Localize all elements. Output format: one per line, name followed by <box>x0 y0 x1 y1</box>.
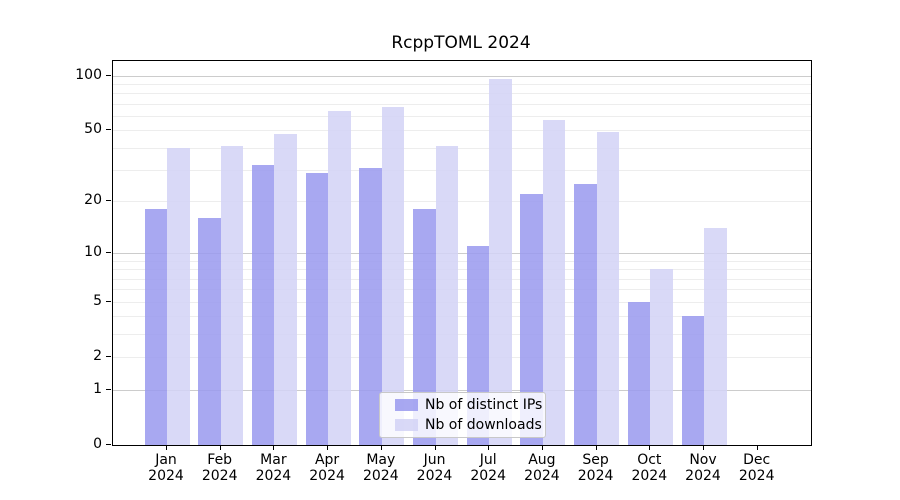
bar-nb-of-downloads-apr <box>328 111 351 445</box>
gridline-minor-4 <box>113 316 811 318</box>
gridline-minor-7 <box>113 278 811 280</box>
bar-nb-of-distinct-ips-sep <box>574 184 597 445</box>
y-tick-label-100: 100 <box>75 66 102 83</box>
x-tick-jan <box>166 445 167 450</box>
x-tick-apr <box>327 445 329 450</box>
chart-title: RcppTOML 2024 <box>391 33 531 53</box>
x-tick-nov <box>703 445 704 450</box>
bar-nb-of-downloads-mar <box>274 133 297 445</box>
y-tick-label-50: 50 <box>84 121 102 138</box>
legend-label-downloads: Nb of downloads <box>425 416 542 433</box>
y-tick-2 <box>106 356 111 358</box>
y-tick-5 <box>106 300 111 302</box>
gridline-minor-20 <box>113 201 811 203</box>
x-tick-label-jun: Jun 2024 <box>416 452 453 484</box>
y-tick-label-5: 5 <box>93 292 102 309</box>
x-tick-oct <box>649 445 651 450</box>
gridline-minor-70 <box>113 103 811 105</box>
y-tick-label-1: 1 <box>93 380 102 397</box>
x-tick-label-jul: Jul 2024 <box>470 452 506 484</box>
x-tick-label-apr: Apr 2024 <box>309 452 345 484</box>
x-tick-label-may: May 2024 <box>362 452 399 484</box>
legend-swatch-distinct-ips <box>395 399 418 411</box>
x-tick-sep <box>595 445 597 450</box>
bar-nb-of-distinct-ips-jan <box>144 209 167 445</box>
y-tick-label-2: 2 <box>93 348 102 365</box>
x-tick-jul <box>488 445 490 450</box>
x-tick-aug <box>541 445 543 450</box>
x-tick-mar <box>273 445 275 450</box>
y-tick-label-10: 10 <box>84 244 102 261</box>
x-tick-label-jan: Jan 2024 <box>148 452 184 484</box>
x-tick-label-feb: Feb 2024 <box>201 452 238 484</box>
gridline-major-100 <box>113 75 811 77</box>
gridline-minor-2 <box>113 357 811 359</box>
legend-row-downloads: Nb of downloads <box>395 416 542 434</box>
x-tick-jun <box>434 445 436 450</box>
bar-nb-of-downloads-nov <box>704 228 727 445</box>
gridline-minor-5 <box>113 301 811 303</box>
gridline-major-1 <box>113 389 811 391</box>
gridline-minor-80 <box>113 93 811 95</box>
bar-nb-of-distinct-ips-jun <box>413 209 436 445</box>
y-tick-0 <box>106 444 111 445</box>
y-tick-label-0: 0 <box>93 436 102 452</box>
x-tick-label-dec: Dec 2024 <box>738 452 775 484</box>
bar-nb-of-distinct-ips-aug <box>520 194 543 445</box>
bar-nb-of-downloads-jul <box>489 79 512 445</box>
x-tick-label-sep: Sep 2024 <box>577 452 614 484</box>
legend-swatch-downloads <box>395 419 418 431</box>
bar-nb-of-distinct-ips-apr <box>305 172 329 445</box>
bar-nb-of-downloads-oct <box>650 269 673 445</box>
bar-nb-of-distinct-ips-mar <box>251 165 275 445</box>
bar-nb-of-distinct-ips-nov <box>681 316 704 445</box>
bar-nb-of-downloads-may <box>381 107 405 445</box>
bar-nb-of-downloads-sep <box>596 132 620 445</box>
gridline-minor-50 <box>113 130 811 132</box>
x-tick-may <box>380 445 382 450</box>
y-tick-1 <box>106 388 111 390</box>
x-tick-label-nov: Nov 2024 <box>685 452 721 484</box>
bar-nb-of-downloads-aug <box>542 120 566 445</box>
bar-nb-of-distinct-ips-may <box>359 167 382 445</box>
gridline-minor-60 <box>113 116 811 118</box>
gridline-minor-3 <box>113 334 811 336</box>
x-tick-label-oct: Oct 2024 <box>631 452 668 484</box>
y-tick-label-20: 20 <box>84 192 102 209</box>
gridline-minor-8 <box>113 269 811 271</box>
bar-nb-of-distinct-ips-oct <box>627 301 651 445</box>
bar-nb-of-downloads-jun <box>435 145 458 445</box>
gridline-minor-40 <box>113 147 811 149</box>
y-tick-100 <box>106 74 111 76</box>
legend-label-distinct-ips: Nb of distinct IPs <box>425 396 543 413</box>
gridline-major-10 <box>113 253 811 255</box>
legend-row-distinct-ips: Nb of distinct IPs <box>395 396 543 414</box>
gridline-minor-6 <box>113 289 811 291</box>
gridline-minor-9 <box>113 260 811 262</box>
gridline-minor-90 <box>113 84 811 86</box>
plot-area: Nb of distinct IPs Nb of downloads <box>112 60 812 446</box>
bar-nb-of-downloads-jan <box>167 147 190 445</box>
x-tick-feb <box>219 445 221 450</box>
y-tick-10 <box>106 252 111 254</box>
bar-nb-of-distinct-ips-feb <box>198 218 221 445</box>
bar-nb-of-downloads-feb <box>220 145 244 445</box>
x-tick-label-mar: Mar 2024 <box>255 452 292 484</box>
y-tick-50 <box>106 129 111 131</box>
legend: Nb of distinct IPs Nb of downloads <box>379 392 546 438</box>
y-tick-20 <box>106 200 111 202</box>
x-tick-label-aug: Aug 2024 <box>524 452 560 484</box>
x-tick-dec <box>756 445 758 450</box>
gridline-minor-30 <box>113 170 811 172</box>
